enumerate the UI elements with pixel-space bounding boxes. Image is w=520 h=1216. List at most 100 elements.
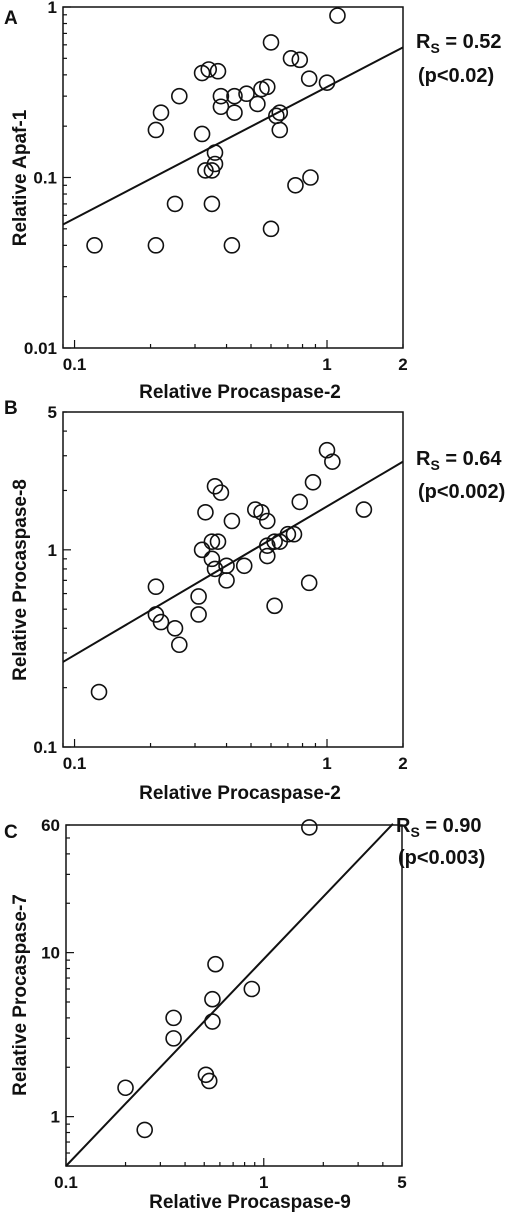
panel-a-data-point: [86, 237, 103, 254]
panel-b-data-point: [218, 572, 235, 589]
panel-b-data-point: [253, 503, 270, 521]
panel-b-data-point: [266, 597, 283, 615]
panel-a-data-point: [212, 87, 230, 105]
panel-c-data-point: [165, 1030, 182, 1047]
panel-b-data-point: [212, 484, 230, 501]
panel-a-data-point: [200, 61, 218, 78]
panel-c-y-axis-label: Relative Procaspase-7: [10, 894, 31, 1096]
panel-a-data-point: [282, 50, 300, 67]
panel-b-x-axis-label: Relative Procaspase-2: [139, 783, 341, 804]
panel-a-data-point: [209, 62, 227, 80]
panel-a-data-point: [262, 34, 280, 51]
panel-a-x-axis-label: Relative Procaspase-2: [139, 382, 341, 403]
panel-a-data-point: [212, 98, 230, 116]
panel-b-label: B: [4, 398, 18, 419]
panel-a-fit-line: [62, 46, 404, 226]
panel-a-x-tick-label: 2: [398, 355, 407, 374]
panel-a-data-point: [226, 104, 243, 121]
panel-c-y-tick-label: 60: [41, 816, 60, 835]
panel-b-data-point: [152, 613, 170, 631]
panel-a-data-point: [291, 51, 309, 69]
panel-b-data-point: [324, 453, 341, 470]
panel-a-data-point: [206, 144, 224, 161]
panel-b-data-point: [258, 547, 276, 565]
panel-c-data-point: [117, 1079, 134, 1097]
panel-b-data-point: [190, 606, 207, 623]
panel-a-data-point: [238, 85, 255, 103]
panel-b-points: [90, 441, 373, 701]
panel-c-data-point: [136, 1121, 153, 1139]
panel-a-tick-labels: 0.1 1 2 0.01 0.1 1: [24, 0, 408, 374]
panel-c: C 0.1 1 5 1 10 60 Relative Procaspase-9 Relat…: [4, 815, 485, 1213]
panel-b-data-point: [235, 557, 253, 575]
panel-a-data-point: [147, 237, 165, 254]
panel-a-data-point: [271, 121, 289, 139]
panel-b-data-point: [218, 557, 235, 575]
panel-c-ticks: [65, 824, 403, 1167]
panel-b-data-point: [190, 588, 207, 605]
panel-c-y-tick-label: 1: [51, 1108, 60, 1127]
panel-b-data-point: [258, 512, 276, 530]
panel-a-data-point: [223, 237, 241, 254]
panel-a-plot-frame: [62, 6, 404, 349]
panel-b-x-tick-label: 1: [322, 754, 331, 773]
panel-a-y-tick-label: 0.01: [24, 339, 57, 358]
panel-b-y-tick-label: 1: [48, 541, 57, 560]
panel-b-data-point: [90, 683, 108, 701]
panel-a-y-tick-label: 1: [48, 0, 57, 17]
panel-b-data-point: [300, 574, 318, 592]
panel-b-data-point: [279, 525, 297, 543]
panel-a-data-point: [302, 169, 319, 186]
panel-b-x-tick-label: 0.1: [63, 754, 87, 773]
panel-a-p-value: (p<0.02): [418, 65, 494, 87]
panel-b-correlation-stat: RS = 0.64: [416, 448, 502, 473]
panel-c-data-point: [165, 1009, 182, 1027]
panel-b-data-point: [166, 619, 184, 637]
panel-b-data-point: [266, 533, 283, 550]
panel-c-x-tick-label: 0.1: [54, 1173, 78, 1192]
panel-c-x-tick-label: 5: [397, 1173, 406, 1192]
panel-c-plot-frame: [65, 824, 403, 1167]
panel-a-data-point: [203, 162, 221, 179]
panel-a-data-point: [171, 87, 188, 105]
panel-b-data-point: [318, 441, 336, 459]
panel-a: A 0.1 1 2 0.01 0.1 1 Relative Procaspase-2 Re…: [4, 0, 502, 403]
panel-a-x-tick-label: 1: [322, 355, 331, 374]
panel-c-tick-labels: 0.1 1 5 1 10 60: [41, 816, 407, 1192]
panel-a-data-point: [152, 104, 170, 121]
panel-a-data-point: [226, 87, 243, 105]
panel-c-data-point: [204, 1013, 221, 1030]
panel-a-x-tick-label: 0.1: [63, 355, 87, 374]
panel-a-data-point: [249, 95, 266, 113]
panel-b-p-value: (p<0.002): [418, 481, 505, 503]
panel-a-data-point: [147, 121, 165, 139]
panel-c-data-point: [301, 819, 318, 836]
panel-a-data-point: [318, 74, 336, 91]
panel-c-y-tick-label: 10: [41, 944, 60, 963]
panel-c-p-value: (p<0.003): [398, 847, 485, 869]
panel-a-y-axis-label: Relative Apaf-1: [10, 109, 31, 246]
panel-c-x-tick-label: 1: [259, 1173, 268, 1192]
panel-b-data-point: [285, 525, 303, 543]
panel-c-data-point: [207, 955, 224, 973]
panel-b-data-point: [291, 493, 309, 511]
panel-a-label: A: [4, 8, 18, 29]
panel-b-data-point: [203, 550, 221, 568]
panel-a-points: [86, 7, 346, 254]
panel-b-data-point: [355, 501, 373, 518]
panel-b-x-tick-label: 2: [398, 754, 407, 773]
panel-a-ticks: [62, 6, 404, 349]
panel-b-data-point: [206, 560, 224, 578]
panel-b-plot-frame: [62, 411, 404, 748]
panel-c-data-point: [243, 980, 261, 998]
panel-a-data-point: [300, 70, 318, 87]
panel-b-data-point: [206, 477, 224, 495]
panel-a-data-point: [329, 7, 346, 24]
panel-a-data-point: [271, 104, 289, 121]
panel-b-data-point: [304, 474, 322, 491]
panel-a-y-tick-label: 0.1: [33, 169, 57, 188]
panel-b-data-point: [223, 512, 241, 530]
panel-a-data-point: [203, 195, 221, 213]
panel-b-y-tick-label: 0.1: [33, 738, 57, 757]
